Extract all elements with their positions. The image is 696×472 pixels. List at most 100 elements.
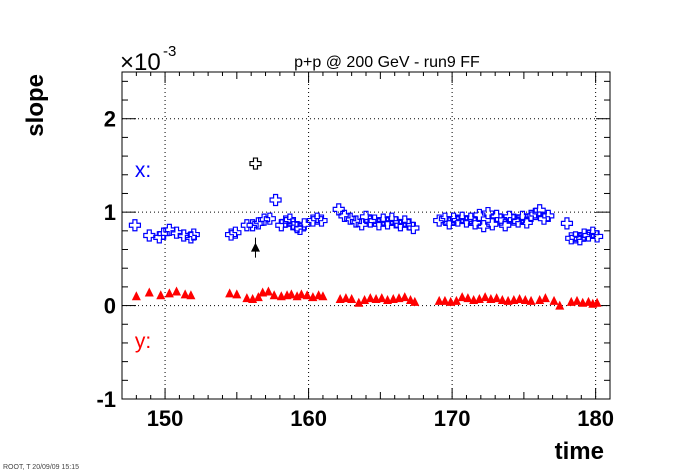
filled-triangle-marker [515,294,525,304]
open-cross-marker [246,219,259,232]
open-cross-marker [560,217,574,230]
filled-triangle-marker [296,289,306,299]
y-tick-labels: -1 0 1 2 [96,107,116,412]
y-multiplier-exponent: -3 [163,43,176,60]
filled-triangle-marker [457,292,467,302]
open-cross-marker [590,230,604,243]
open-cross-marker [460,215,473,228]
filled-triangle-marker [144,287,154,297]
filled-triangle-marker [480,292,490,302]
filled-triangle-marker [549,295,559,305]
open-cross-marker [438,212,452,225]
filled-triangle-marker [555,300,565,310]
filled-triangle-marker [318,291,328,301]
footer-text: ROOT, T 20/09/09 15:15 [3,464,79,471]
open-cross-marker [224,228,238,241]
open-cross-marker [269,193,282,207]
open-cross-marker [499,219,512,232]
open-cross-marker [279,215,292,228]
open-cross-marker [486,218,499,231]
axis-ticks [121,72,611,400]
filled-triangle-marker [253,292,263,302]
filled-triangle-marker [497,294,507,304]
y-tick-label: 1 [104,200,116,225]
open-cross-marker [177,229,190,242]
filled-triangle-marker [156,290,166,300]
filled-triangle-marker [365,293,375,303]
x-tick-label: 180 [577,406,614,431]
filled-triangle-marker [377,293,387,303]
open-cross-marker [565,232,578,245]
open-cross-marker [344,212,357,225]
filled-triangle-marker [164,288,174,298]
x-tick-label: 150 [147,406,184,431]
data-points [128,157,604,310]
filled-triangle-marker [172,286,182,296]
x-axis-title: time [555,438,604,465]
filled-triangle-marker [286,289,296,299]
filled-triangle-marker [463,293,473,303]
open-cross-marker [257,213,271,226]
chart-title: p+p @ 200 GeV - run9 FF [294,54,480,71]
y-tick-label: 0 [104,294,116,319]
open-cross-marker [229,226,242,239]
y-tick-label: -1 [96,387,116,412]
series-annotation: y: [135,330,151,353]
y-tick-label: 2 [104,107,116,132]
filled-triangle-marker [572,295,582,305]
filled-triangle-marker [302,290,312,300]
filled-triangle-marker [410,296,420,306]
open-cross-marker [143,229,156,242]
annotations: x: y: [135,159,151,353]
open-cross-marker [451,214,464,227]
filled-triangle-marker [354,297,364,307]
filled-triangle-marker [492,293,502,303]
filled-triangle-marker [269,290,279,300]
filled-triangle-marker [180,289,190,299]
filled-triangle-marker [186,290,196,300]
open-cross-marker [537,212,551,225]
open-cross-marker [315,214,328,227]
open-cross-marker [582,229,595,242]
filled-triangle-marker [131,291,141,301]
open-cross-marker [184,231,197,244]
open-cross-marker [128,219,142,232]
filled-triangle-marker [225,288,235,298]
filled-triangle-marker [520,294,530,304]
filled-triangle-marker [451,295,461,305]
open-cross-marker [298,218,311,231]
open-cross-marker [163,223,176,236]
filled-triangle-marker [400,292,410,302]
filled-triangle-marker [347,294,357,304]
open-cross-marker [433,214,446,227]
open-cross-marker [338,209,351,222]
series-annotation: x: [135,159,151,182]
open-cross-marker [464,212,477,225]
open-cross-marker [494,213,508,226]
open-cross-marker [170,226,183,239]
filled-triangle-marker [592,297,602,307]
x-tick-labels: 150 160 170 180 [147,406,614,431]
open-cross-marker [468,217,482,230]
y-multiplier-base: ×10 [120,49,161,76]
filled-triangle-marker [341,293,351,303]
open-cross-marker [477,220,490,233]
filled-triangle-marker [263,286,273,296]
y-axis-title: slope [22,74,49,137]
filled-triangle-marker [434,295,444,305]
filled-triangle-marker [526,295,536,305]
open-cross-marker [263,212,276,225]
open-cross-marker [187,228,200,241]
open-cross-marker [364,215,377,228]
open-cross-marker [407,221,420,235]
open-cross-marker [306,214,319,227]
filled-triangle-marker [242,293,252,303]
filled-triangle-marker [440,295,450,305]
x-tick-label: 160 [290,406,327,431]
open-cross-marker [249,157,262,170]
open-cross-marker [359,210,373,223]
open-cross-marker [349,215,363,228]
filled-triangle-marker [232,289,242,299]
y-multiplier: ×10 -3 [120,43,176,76]
